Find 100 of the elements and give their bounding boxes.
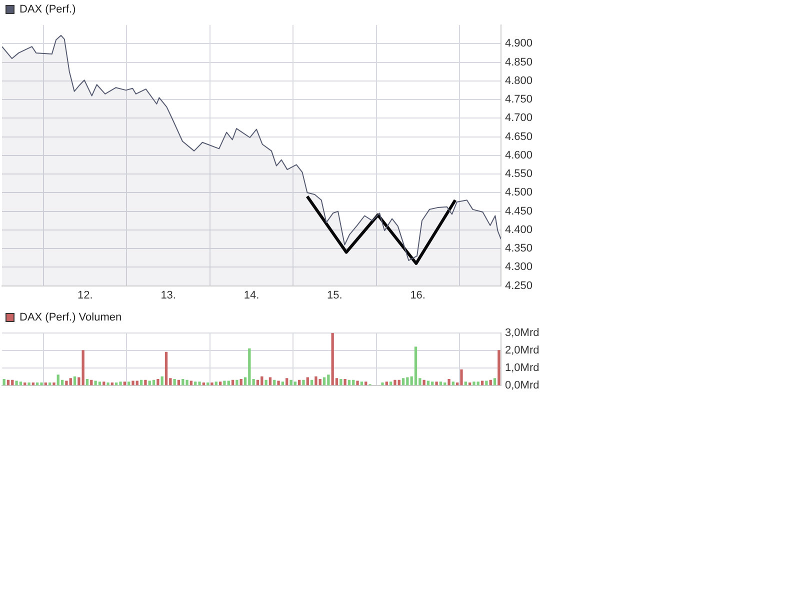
y-tick-label: 4.800 [505,74,533,87]
y-tick-label: 2,0Mrd [505,344,540,356]
x-tick-label: 12. [78,289,93,302]
bar [15,380,18,386]
y-tick-label: 4.650 [505,130,533,143]
bar [364,382,368,386]
bar [422,380,426,386]
y-tick-label: 4.250 [505,280,533,292]
y-tick-label: 4.350 [505,242,533,255]
bar [148,380,151,386]
y-tick-label: 0,0Mrd [505,379,540,392]
bar [82,350,84,386]
y-tick-label: 1,0Mrd [505,362,540,374]
bar [264,380,268,386]
bar [210,382,214,386]
bar [164,352,168,386]
bar [69,378,72,386]
bar [65,380,68,386]
bar [385,382,388,386]
x-tick-label: 15. [327,289,342,302]
bar [302,380,305,386]
bar [472,382,476,386]
y-tick-label: 4.900 [505,38,533,50]
bar [136,380,138,386]
bar [98,382,102,386]
bar [281,382,284,386]
bar [485,380,488,386]
bar [426,380,430,386]
y-tick-label: 4.550 [505,168,533,180]
bar [381,382,384,386]
bar [406,377,409,386]
bar [218,382,222,386]
bar [344,378,346,386]
bar [186,380,188,386]
bar [318,378,322,386]
bar [19,382,22,386]
y-tick-label: 4.700 [505,112,533,124]
legend-label: DAX (Perf.) Volumen [20,312,122,324]
bar [190,380,193,386]
bar [277,380,280,386]
bar [331,333,334,386]
y-tick-label: 4.850 [505,56,533,68]
bar [322,377,326,386]
bar [439,382,442,386]
bar [340,378,342,386]
bar [123,382,126,386]
bar [294,382,296,386]
y-tick-label: 4.750 [505,94,533,106]
y-tick-label: 4.400 [505,224,533,236]
bar [2,378,6,386]
bar [480,380,484,386]
bar [236,380,238,386]
bar [240,378,242,386]
bar [40,382,43,386]
bar [156,378,160,386]
bar [286,378,288,386]
bar [414,346,418,386]
bar [306,377,309,386]
bar [94,380,97,386]
bar [476,382,480,386]
x-tick-label: 13. [160,289,176,302]
bar [102,382,106,386]
bar [452,382,455,386]
bar [214,382,218,386]
bar [227,380,230,386]
bar [106,382,110,386]
bar [198,382,201,386]
bar [248,348,251,386]
bar [431,382,434,386]
bar [194,382,197,386]
bar [56,374,60,386]
legend-label: DAX (Perf.) [20,4,76,16]
y-tick-label: 3,0Mrd [505,327,540,340]
bar [402,378,405,386]
bar [132,380,134,386]
bar [86,378,89,386]
bar [314,376,318,386]
bar [389,382,392,386]
bar [223,380,226,386]
bar [119,382,122,386]
bar [498,350,500,386]
x-tick-label: 16. [410,289,426,302]
bar [28,382,30,386]
bar [268,377,272,386]
bar [290,380,292,386]
bar [182,378,184,386]
y-tick-label: 4.300 [505,261,533,274]
bar [144,380,147,386]
bar [128,382,130,386]
bar [394,380,396,386]
bar [52,382,56,386]
bar [493,378,496,386]
bar [173,378,176,386]
bar [448,378,450,386]
x-tick-label: 14. [244,289,260,302]
y-tick-label: 4.500 [505,186,533,199]
bar [360,382,364,386]
y-tick-label: 4.600 [505,149,533,162]
y-tick-label: 4.450 [505,205,533,218]
bar [327,374,330,386]
